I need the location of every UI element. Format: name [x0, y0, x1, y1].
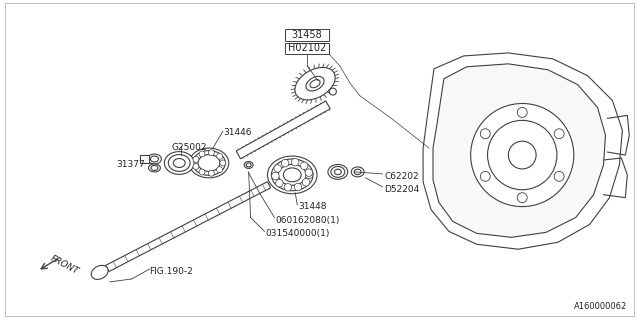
- Ellipse shape: [331, 166, 345, 177]
- Polygon shape: [106, 182, 271, 272]
- Ellipse shape: [173, 158, 185, 167]
- Ellipse shape: [334, 169, 341, 175]
- Polygon shape: [423, 53, 622, 249]
- Circle shape: [199, 169, 205, 175]
- Text: A160000062: A160000062: [574, 302, 627, 311]
- Circle shape: [220, 160, 226, 166]
- Text: 31448: 31448: [298, 202, 326, 211]
- Circle shape: [193, 156, 199, 162]
- Circle shape: [481, 129, 490, 139]
- Ellipse shape: [151, 165, 158, 171]
- Circle shape: [193, 164, 199, 170]
- Text: FIG.190-2: FIG.190-2: [150, 267, 193, 276]
- Circle shape: [276, 180, 283, 187]
- Text: 060162080(1): 060162080(1): [275, 215, 340, 225]
- Ellipse shape: [148, 164, 161, 172]
- Bar: [140, 155, 150, 163]
- Circle shape: [554, 129, 564, 139]
- Circle shape: [209, 170, 214, 176]
- Circle shape: [488, 120, 557, 190]
- Polygon shape: [433, 64, 605, 237]
- Circle shape: [209, 150, 214, 156]
- Text: D52204: D52204: [385, 185, 420, 194]
- Ellipse shape: [150, 156, 159, 162]
- Circle shape: [305, 169, 312, 176]
- Text: 31377: 31377: [116, 160, 145, 169]
- Ellipse shape: [271, 159, 313, 191]
- Circle shape: [300, 162, 308, 170]
- Ellipse shape: [168, 155, 190, 172]
- Text: C62202: C62202: [385, 172, 419, 181]
- Ellipse shape: [92, 265, 108, 279]
- Ellipse shape: [268, 156, 317, 194]
- Bar: [285, 43, 329, 54]
- Ellipse shape: [193, 151, 225, 175]
- Circle shape: [274, 165, 282, 172]
- Text: FRONT: FRONT: [49, 254, 80, 276]
- Circle shape: [216, 153, 223, 159]
- Circle shape: [554, 172, 564, 181]
- Circle shape: [517, 193, 527, 203]
- Text: 31446: 31446: [223, 128, 252, 137]
- Circle shape: [272, 172, 279, 180]
- Text: H02102: H02102: [288, 44, 326, 53]
- Ellipse shape: [278, 164, 306, 185]
- Text: G25002: G25002: [172, 143, 207, 152]
- Circle shape: [302, 179, 310, 186]
- Circle shape: [330, 88, 337, 95]
- Polygon shape: [236, 101, 330, 159]
- Circle shape: [291, 158, 299, 166]
- Text: 31458: 31458: [292, 30, 323, 40]
- Circle shape: [470, 103, 574, 207]
- Ellipse shape: [328, 164, 348, 179]
- Ellipse shape: [189, 148, 228, 178]
- Ellipse shape: [198, 155, 220, 172]
- Circle shape: [517, 108, 527, 117]
- Ellipse shape: [284, 168, 301, 182]
- Circle shape: [199, 151, 205, 157]
- Ellipse shape: [295, 68, 335, 100]
- Ellipse shape: [310, 80, 320, 88]
- Ellipse shape: [147, 154, 161, 164]
- Ellipse shape: [306, 76, 324, 91]
- Text: 031540000(1): 031540000(1): [266, 229, 330, 238]
- Bar: [285, 29, 329, 41]
- Ellipse shape: [164, 152, 194, 174]
- Circle shape: [305, 171, 313, 179]
- Ellipse shape: [244, 162, 253, 168]
- Ellipse shape: [354, 169, 361, 175]
- Ellipse shape: [246, 163, 251, 167]
- Ellipse shape: [351, 167, 364, 177]
- Circle shape: [282, 159, 289, 167]
- Circle shape: [481, 172, 490, 181]
- Circle shape: [216, 167, 223, 172]
- Circle shape: [508, 141, 536, 169]
- Circle shape: [294, 183, 302, 191]
- Circle shape: [284, 184, 292, 191]
